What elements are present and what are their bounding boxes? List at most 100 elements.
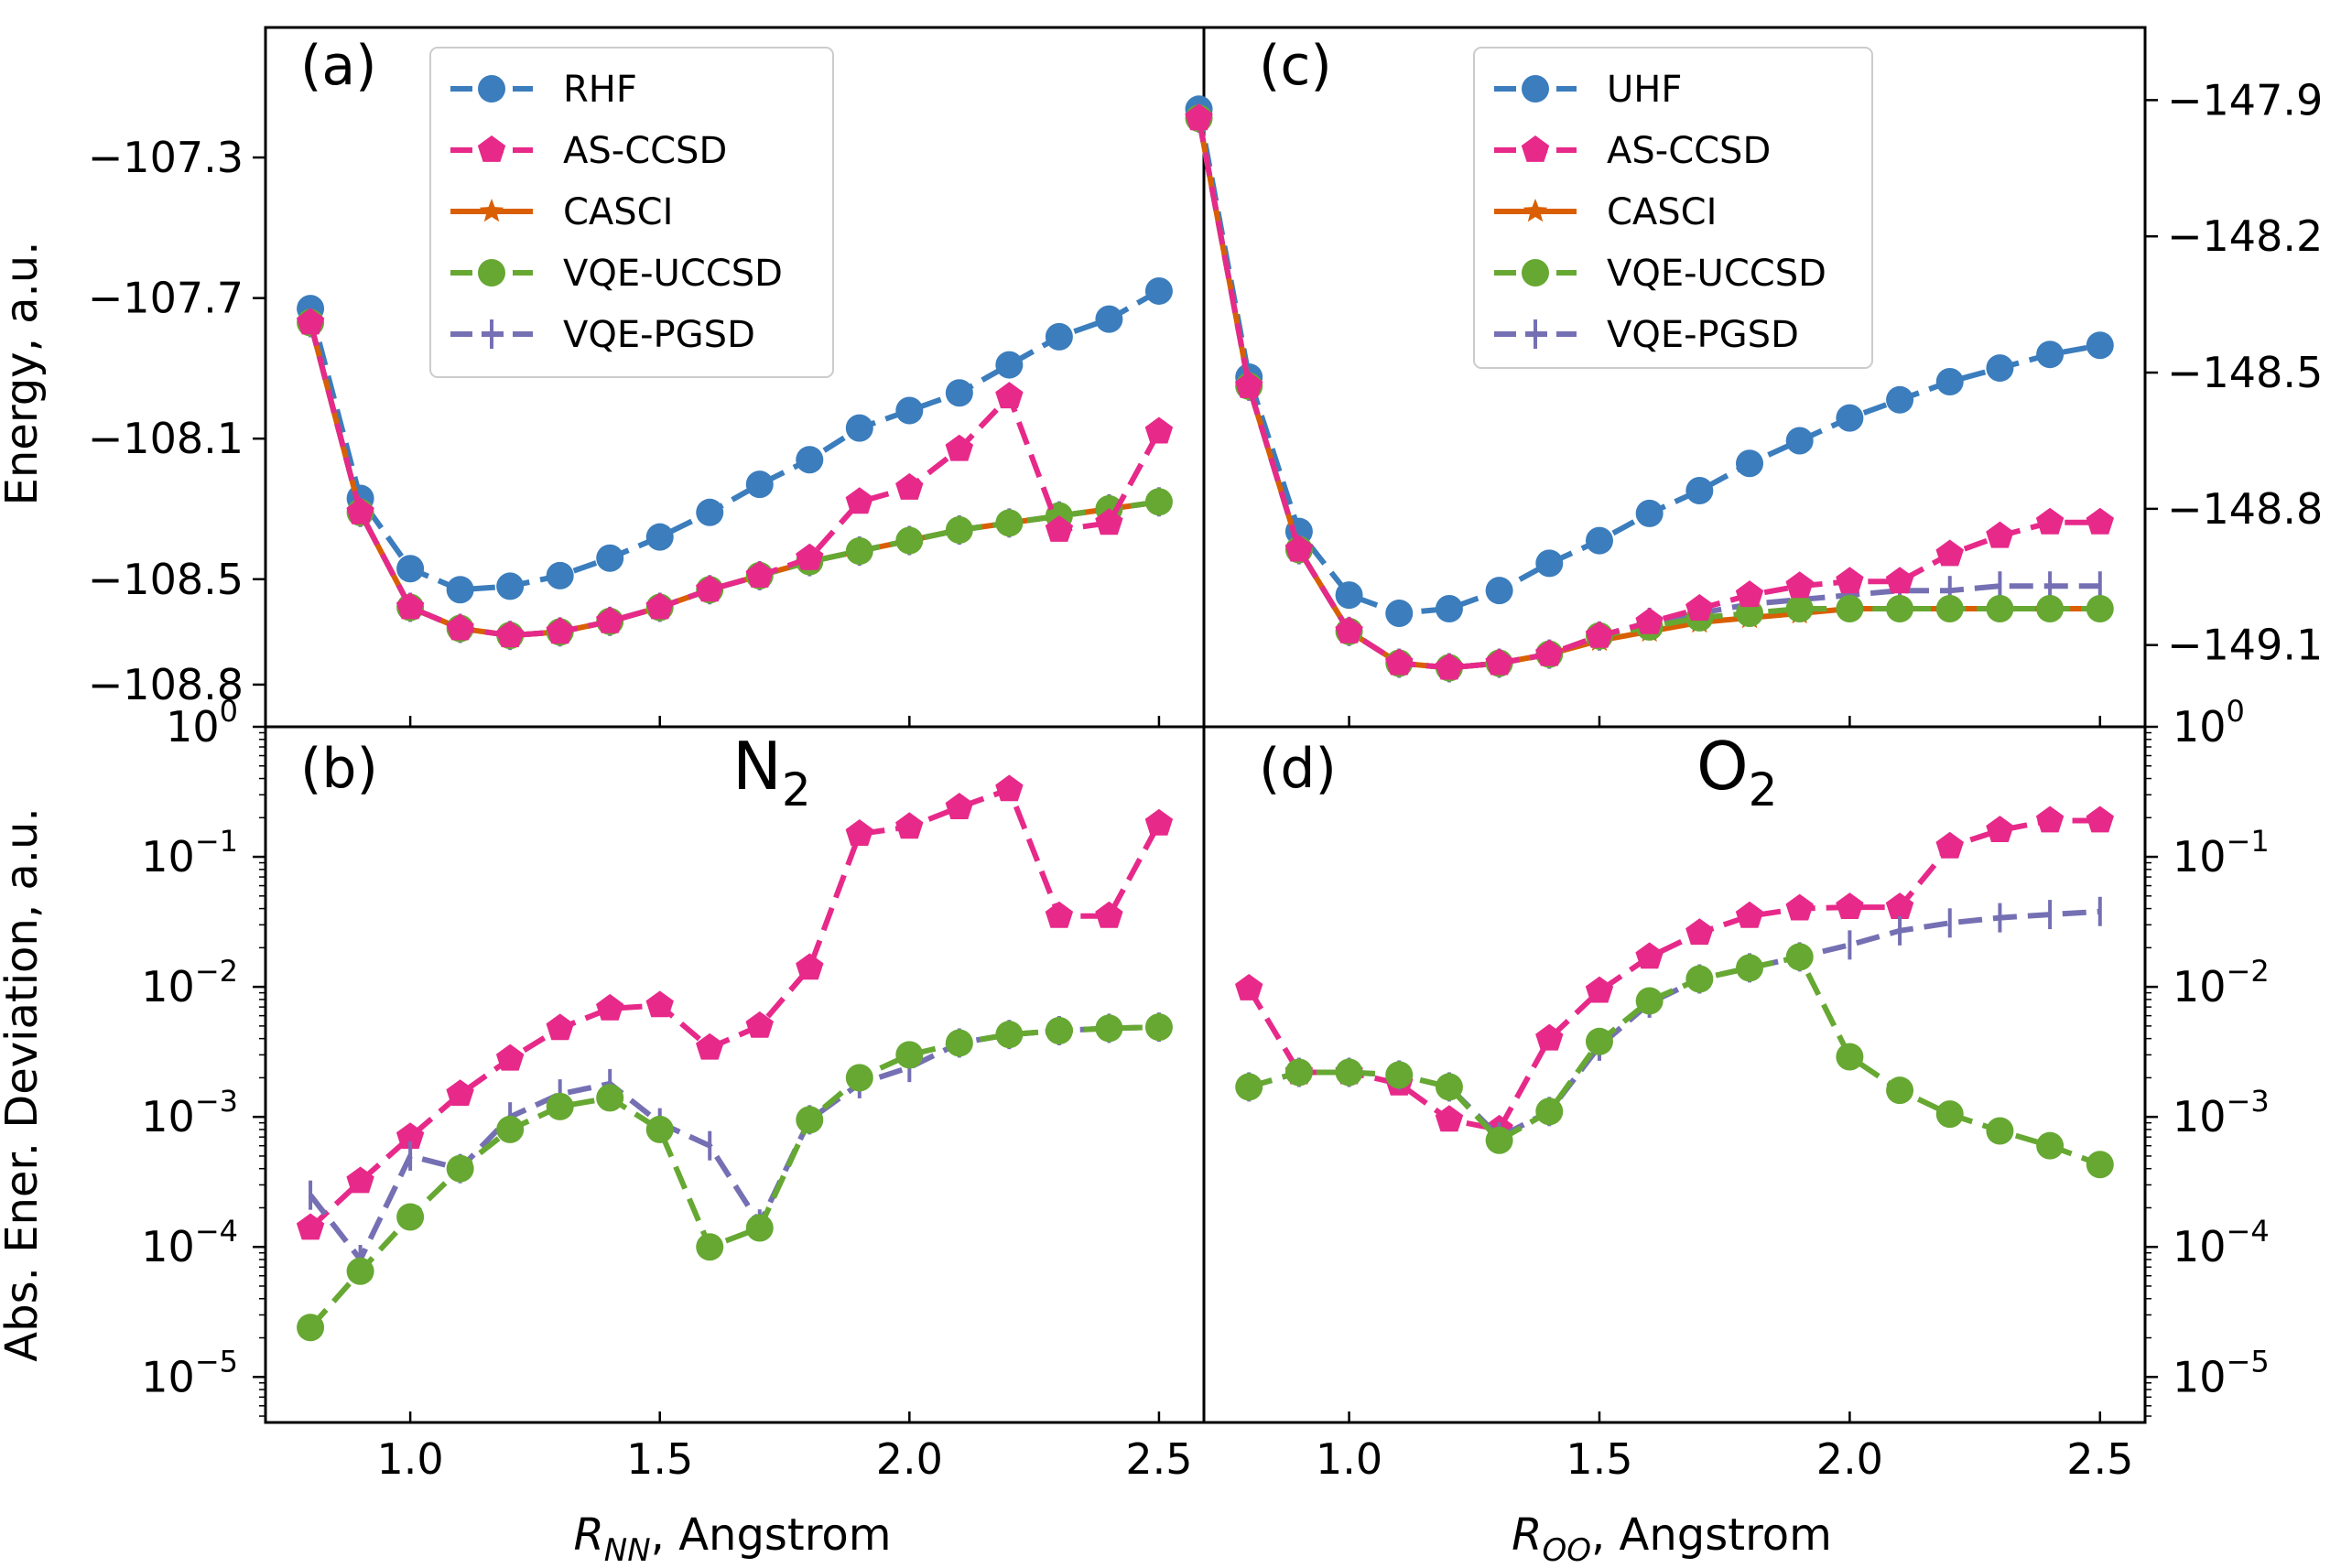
data-point-as-ccsd — [1635, 942, 1664, 969]
legend-marker-uhf — [1522, 75, 1549, 103]
data-point-as-ccsd — [1986, 521, 2014, 548]
x-tick-label-b: 1.0 — [377, 1434, 444, 1484]
data-point-as-ccsd — [645, 592, 674, 620]
molecule-label-o2: O2 — [1696, 728, 1777, 816]
y-tick-exponent: −5 — [2227, 1344, 2270, 1379]
y-tick-base: 10 — [141, 832, 195, 881]
data-point-as-ccsd — [1836, 567, 1864, 594]
panel-letter-a: (a) — [300, 34, 377, 98]
data-point-vqe-uccsd — [845, 537, 873, 566]
series-line-as-ccsd — [1246, 817, 2100, 1133]
legend-marker-vqe-uccsd — [1522, 259, 1549, 287]
x-label-oo-sub: OO — [1542, 1532, 1591, 1568]
y-tick-exponent: −2 — [2227, 954, 2270, 989]
series-line-vqe-pgsd — [308, 1024, 1159, 1265]
data-point-as-ccsd — [1885, 892, 1914, 919]
data-point-vqe-uccsd — [1986, 595, 2014, 623]
data-point-rhf — [1095, 305, 1123, 333]
y-tick-base: 10 — [141, 1222, 195, 1271]
energy-axis-label: Energy, a.u. — [0, 242, 48, 506]
y-tick-label-c: −148.8 — [2167, 484, 2323, 534]
data-point-as-ccsd — [1585, 621, 1614, 648]
series-d-as-ccsd — [1235, 806, 2114, 1141]
data-point-as-ccsd — [995, 382, 1024, 409]
y-tick-exponent: −3 — [195, 1084, 238, 1119]
molecule-n2-main: N — [732, 728, 782, 805]
data-point-as-ccsd — [1045, 515, 1074, 542]
data-point-rhf — [895, 396, 924, 425]
data-point-vqe-uccsd — [1335, 1058, 1363, 1087]
series-d-vqe-pgsd — [1247, 896, 2102, 1152]
y-tick-label-c: −148.2 — [2167, 211, 2323, 261]
data-point-as-ccsd — [446, 1079, 474, 1107]
data-point-vqe-uccsd — [2036, 1131, 2065, 1160]
data-point-rhf — [696, 498, 724, 526]
y-tick-label-b: 10−3 — [141, 1084, 238, 1141]
data-point-as-ccsd — [1785, 893, 1814, 921]
data-point-rhf — [995, 351, 1024, 379]
data-point-uhf — [1986, 354, 2014, 383]
data-point-rhf — [645, 523, 674, 551]
y-tick-label-a: −107.7 — [88, 274, 244, 323]
y-tick-exponent: −4 — [2227, 1214, 2270, 1249]
panel-a-energy-n2: −107.3 −107.7 −108.1 −108.5 −108.8 — [88, 26, 1206, 729]
molecule-o2-main: O — [1696, 728, 1749, 805]
data-point-vqe-uccsd — [1385, 1061, 1414, 1089]
y-tick-base: 10 — [2173, 1352, 2227, 1401]
series-b-vqe-uccsd — [297, 1013, 1173, 1342]
y-tick-label-b: 10−5 — [141, 1344, 238, 1401]
data-point-vqe-uccsd — [2086, 595, 2114, 623]
x-tick-label-d: 1.5 — [1566, 1434, 1632, 1484]
data-point-vqe-uccsd — [1886, 595, 1914, 623]
data-point-rhf — [546, 561, 574, 589]
y-tick-label-d: 100 — [2173, 694, 2245, 752]
data-point-vqe-uccsd — [596, 1084, 624, 1112]
x-label-nn-main: R — [573, 1509, 603, 1561]
data-point-uhf — [2036, 341, 2065, 369]
data-point-vqe-uccsd — [1144, 1013, 1173, 1042]
series-line-vqe-uccsd — [308, 1024, 1159, 1330]
data-point-as-ccsd — [745, 560, 774, 588]
data-point-as-ccsd — [645, 990, 674, 1018]
data-point-vqe-uccsd — [1935, 1100, 1964, 1129]
y-tick-exponent: −2 — [195, 954, 238, 989]
data-point-vqe-uccsd — [796, 1106, 824, 1134]
legend-panel-c: UHF AS-CCSD CASCI VQE-UCCSD VQE-PGSD — [1473, 47, 1873, 369]
data-point-as-ccsd — [696, 1033, 724, 1060]
deviation-axis-label: Abs. Ener. Deviation, a.u. — [0, 807, 48, 1361]
data-point-as-ccsd — [1935, 831, 1964, 859]
y-tick-label-d: 10−4 — [2173, 1214, 2270, 1271]
panel-d-frame — [1202, 725, 2147, 1424]
y-tick-label-a: −108.5 — [88, 555, 244, 604]
y-tick-exponent: 0 — [220, 694, 238, 729]
data-point-as-ccsd — [1935, 539, 1964, 567]
data-point-as-ccsd — [796, 543, 824, 570]
data-point-as-ccsd — [546, 617, 574, 644]
data-point-as-ccsd — [1785, 571, 1814, 599]
y-tick-label-d: 10−5 — [2173, 1344, 2270, 1401]
data-point-vqe-uccsd — [845, 1064, 873, 1092]
data-point-as-ccsd — [1685, 918, 1714, 946]
data-point-vqe-uccsd — [496, 1115, 525, 1143]
data-point-as-ccsd — [1535, 639, 1564, 666]
data-point-as-ccsd — [596, 606, 624, 633]
data-point-as-ccsd — [1144, 808, 1174, 836]
data-point-vqe-uccsd — [1144, 488, 1173, 516]
data-point-vqe-uccsd — [396, 1203, 425, 1231]
x-tick-label-d: 2.0 — [1816, 1434, 1883, 1484]
data-point-uhf — [1435, 595, 1463, 623]
data-point-vqe-uccsd — [1986, 1117, 2014, 1145]
legend-label-vqe-pgsd: VQE-PGSD — [1607, 314, 1799, 356]
data-point-as-ccsd — [396, 592, 425, 620]
data-point-uhf — [1685, 477, 1714, 505]
y-tick-label-d: 10−1 — [2173, 824, 2270, 881]
legend-label-vqe-pgsd: VQE-PGSD — [563, 314, 755, 356]
data-point-as-ccsd — [495, 1044, 525, 1071]
x-tick-label-b: 1.5 — [626, 1434, 693, 1484]
data-point-as-ccsd — [745, 1011, 774, 1038]
data-point-uhf — [1485, 577, 1513, 605]
y-tick-label-c: −148.5 — [2167, 348, 2323, 397]
data-point-vqe-uccsd — [1785, 943, 1814, 971]
